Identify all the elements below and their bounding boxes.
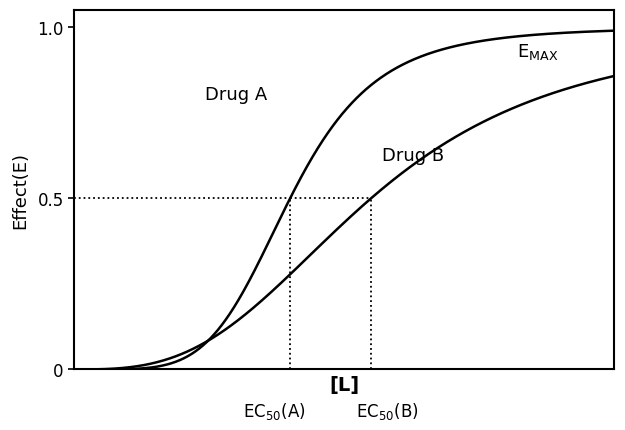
Text: Drug A: Drug A: [205, 85, 268, 103]
Y-axis label: Effect(E): Effect(E): [11, 152, 29, 229]
Text: E$_{\mathrm{MAX}}$: E$_{\mathrm{MAX}}$: [517, 42, 558, 62]
X-axis label: [L]: [L]: [329, 375, 359, 394]
Text: Drug B: Drug B: [382, 147, 444, 165]
Text: EC$_{50}$(A): EC$_{50}$(A): [242, 400, 305, 421]
Text: EC$_{50}$(B): EC$_{50}$(B): [356, 400, 419, 421]
